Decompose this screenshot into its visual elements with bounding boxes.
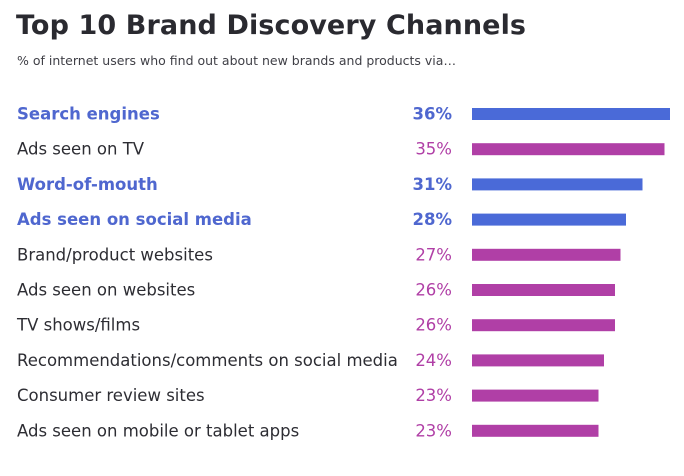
- value-label-ads-seen-on-mobile-or-tablet-apps: 23%: [415, 421, 452, 440]
- category-label-search-engines: Search engines: [17, 105, 160, 124]
- bar-row-ads-seen-on-mobile-or-tablet-apps: Ads seen on mobile or tablet apps 23%: [17, 421, 599, 440]
- bar-row-ads-seen-on-websites: Ads seen on websites 26%: [17, 281, 615, 300]
- value-label-recommendations-comments-on-social-media: 24%: [415, 351, 452, 370]
- bar-row-consumer-review-sites: Consumer review sites 23%: [17, 386, 599, 405]
- category-label-word-of-mouth: Word-of-mouth: [17, 175, 158, 194]
- category-label-brand-product-websites: Brand/product websites: [17, 245, 213, 264]
- value-label-consumer-review-sites: 23%: [415, 386, 452, 405]
- category-label-ads-seen-on-social-media: Ads seen on social media: [17, 210, 252, 229]
- category-label-consumer-review-sites: Consumer review sites: [17, 386, 205, 405]
- bar-row-ads-seen-on-social-media: Ads seen on social media 28%: [17, 210, 626, 229]
- bar-row-word-of-mouth: Word-of-mouth 31%: [17, 175, 643, 194]
- value-label-ads-seen-on-tv: 35%: [415, 140, 452, 159]
- value-label-ads-seen-on-social-media: 28%: [413, 210, 453, 229]
- value-label-brand-product-websites: 27%: [415, 245, 452, 264]
- category-label-tv-shows-films: TV shows/films: [16, 316, 140, 335]
- bar-ads-seen-on-mobile-or-tablet-apps: [472, 424, 599, 437]
- bar-recommendations-comments-on-social-media: [472, 354, 604, 367]
- value-label-tv-shows-films: 26%: [415, 316, 452, 335]
- bar-row-search-engines: Search engines 36%: [17, 105, 670, 124]
- bar-word-of-mouth: [472, 178, 643, 191]
- bar-brand-product-websites: [472, 248, 621, 261]
- chart-title: Top 10 Brand Discovery Channels: [16, 10, 527, 41]
- category-label-ads-seen-on-mobile-or-tablet-apps: Ads seen on mobile or tablet apps: [17, 421, 299, 440]
- bar-ads-seen-on-websites: [472, 284, 615, 296]
- bar-row-recommendations-comments-on-social-media: Recommendations/comments on social media…: [17, 351, 604, 370]
- bar-row-tv-shows-films: TV shows/films 26%: [16, 316, 615, 335]
- category-label-ads-seen-on-tv: Ads seen on TV: [17, 140, 145, 159]
- category-label-recommendations-comments-on-social-media: Recommendations/comments on social media: [17, 351, 398, 370]
- bar-row-ads-seen-on-tv: Ads seen on TV 35%: [17, 140, 665, 159]
- bar-ads-seen-on-tv: [472, 143, 665, 156]
- bar-search-engines: [472, 108, 670, 120]
- bar-tv-shows-films: [472, 319, 615, 332]
- bar-row-brand-product-websites: Brand/product websites 27%: [17, 245, 621, 264]
- value-label-search-engines: 36%: [413, 105, 453, 124]
- category-label-ads-seen-on-websites: Ads seen on websites: [17, 281, 195, 300]
- value-label-word-of-mouth: 31%: [413, 175, 453, 194]
- bar-ads-seen-on-social-media: [472, 213, 626, 226]
- chart-subtitle: % of internet users who find out about n…: [17, 53, 456, 68]
- value-label-ads-seen-on-websites: 26%: [415, 281, 452, 300]
- bar-consumer-review-sites: [472, 389, 599, 402]
